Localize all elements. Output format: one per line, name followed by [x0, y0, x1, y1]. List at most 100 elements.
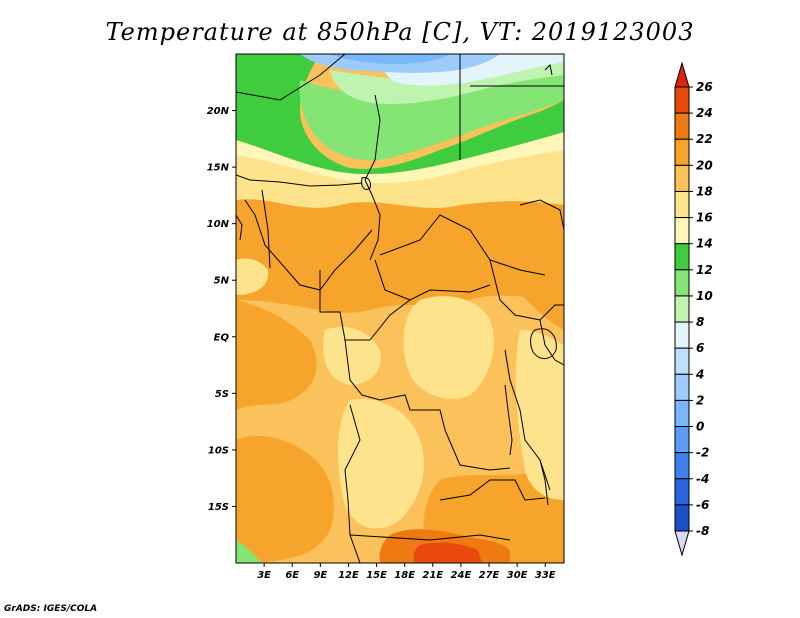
lat-tick-label: 20N — [207, 106, 230, 117]
colorbar-box — [674, 321, 690, 349]
colorbar-label: 0 — [696, 420, 704, 434]
field-10-12-sahara — [299, 70, 564, 161]
lake-malawi — [539, 459, 549, 506]
colorbar-label: 14 — [696, 237, 713, 251]
boundary-car-south — [374, 259, 491, 301]
boundary-angola-namibia — [349, 534, 511, 541]
boundary-angola-zambia — [344, 404, 361, 563]
boundary-libya-niger-chad — [236, 54, 346, 101]
colorbar-label: 20 — [696, 158, 713, 172]
boundary-benin-nigeria — [261, 189, 271, 269]
colorbar-label: 16 — [696, 211, 713, 225]
field-26-above-south — [413, 542, 482, 563]
colorbar-label: 18 — [696, 184, 713, 198]
colorbar-label: 8 — [696, 315, 704, 329]
field-18-20-south — [338, 399, 424, 529]
colorbar-box — [674, 112, 690, 140]
longitude-axis: 3E 6E 9E 12E 15E 18E 21E 24E 27E 30E 33E — [257, 563, 556, 581]
lat-tick-label: EQ — [214, 332, 230, 343]
boundary-drc-west — [369, 299, 411, 341]
map-frame — [235, 53, 565, 564]
colorbar-box — [674, 373, 690, 401]
field-16-18-sahel — [236, 145, 564, 208]
lon-tick-label: 18E — [394, 570, 415, 581]
country-boundaries — [236, 54, 564, 563]
colorbar-label: 22 — [696, 132, 713, 146]
colorbar-label: -4 — [696, 472, 709, 486]
boundary-cameroon-car — [319, 270, 370, 341]
lat-tick-label: 15N — [207, 163, 230, 174]
lat-tick-label: 15S — [208, 502, 229, 513]
lon-tick-label: 3E — [257, 570, 271, 581]
temperature-field — [236, 54, 564, 563]
lake-victoria — [530, 328, 557, 359]
lat-tick-label: 10S — [208, 445, 229, 456]
lon-tick-label: 27E — [479, 570, 500, 581]
field-18-20-congo — [403, 296, 494, 399]
colorbar-label: 26 — [696, 80, 713, 94]
colorbar-box — [674, 452, 690, 480]
colorbar-box — [674, 190, 690, 219]
boundary-chad-sudan — [364, 94, 381, 261]
colorbar-box — [674, 399, 690, 428]
lake-tanganyika — [504, 384, 513, 456]
lon-tick-label: 33E — [535, 570, 556, 581]
colorbar-box — [674, 243, 690, 271]
field-22-24-central-west — [236, 300, 317, 410]
colorbar-box — [674, 86, 690, 114]
lake-volta — [236, 214, 243, 241]
field-14-16-sw-corner — [236, 540, 262, 563]
colorbar-box — [674, 217, 690, 245]
lat-tick-label: 5N — [214, 276, 230, 287]
lon-tick-label: 6E — [285, 570, 299, 581]
colorbar-box — [674, 478, 690, 506]
boundary-niger-nigeria — [236, 174, 363, 187]
colorbar-label: 10 — [696, 289, 713, 303]
colorbar-box — [674, 504, 690, 532]
boundary-uganda-kenya — [539, 319, 564, 366]
grads-credit: GrADS: IGES/COLA — [4, 604, 98, 614]
lon-tick-label: 24E — [451, 570, 472, 581]
field-18-20-coastal-west — [236, 258, 269, 295]
colorbar-above-triangle — [674, 61, 690, 88]
colorbar-box — [674, 426, 690, 454]
field-18-20-gabon — [322, 326, 381, 385]
colorbar-label: 12 — [696, 263, 713, 277]
boundary-south-sudan-east — [489, 259, 564, 321]
boundary-nigeria-cameroon — [244, 199, 373, 291]
latitude-axis: 20N 15N 10N 5N EQ 5S 10S 15S — [207, 106, 236, 513]
colorbar-below-triangle — [674, 530, 690, 557]
lat-tick-label: 10N — [207, 219, 230, 230]
colorbar-label: -2 — [696, 446, 709, 460]
lon-tick-label: 21E — [422, 570, 443, 581]
lon-tick-label: 9E — [313, 570, 327, 581]
colorbar-box — [674, 347, 690, 375]
field-2-4-libya — [330, 54, 450, 64]
colorbar-label: 4 — [695, 367, 704, 381]
lat-tick-label: 5S — [215, 389, 229, 400]
lake-chad — [361, 177, 371, 191]
colorbar-box — [674, 164, 690, 192]
boundary-egypt-sudan-red — [544, 63, 553, 76]
figure-title: Temperature at 850hPa [C], VT: 201912300… — [105, 18, 695, 46]
field-22-24-south-west — [236, 435, 334, 563]
colorbar-label: 2 — [696, 393, 704, 407]
field-18-20-east-highlands — [515, 330, 564, 500]
boundary-congo-drc — [344, 339, 511, 471]
lon-tick-label: 30E — [507, 570, 528, 581]
colorbar-box — [674, 269, 690, 297]
colorbar-box — [674, 138, 690, 166]
colorbar-label: 6 — [696, 341, 704, 355]
lakes — [236, 177, 557, 506]
colorbar-box — [674, 295, 690, 323]
field-14-16-sahel — [236, 130, 564, 184]
field-12-14-sahara — [236, 54, 564, 175]
lon-tick-label: 15E — [366, 570, 387, 581]
boundary-sudan-south-sudan — [379, 214, 546, 276]
colorbar-label: -6 — [696, 498, 709, 512]
field-22-24-east — [498, 203, 564, 330]
boundary-zambia-east — [439, 479, 546, 501]
